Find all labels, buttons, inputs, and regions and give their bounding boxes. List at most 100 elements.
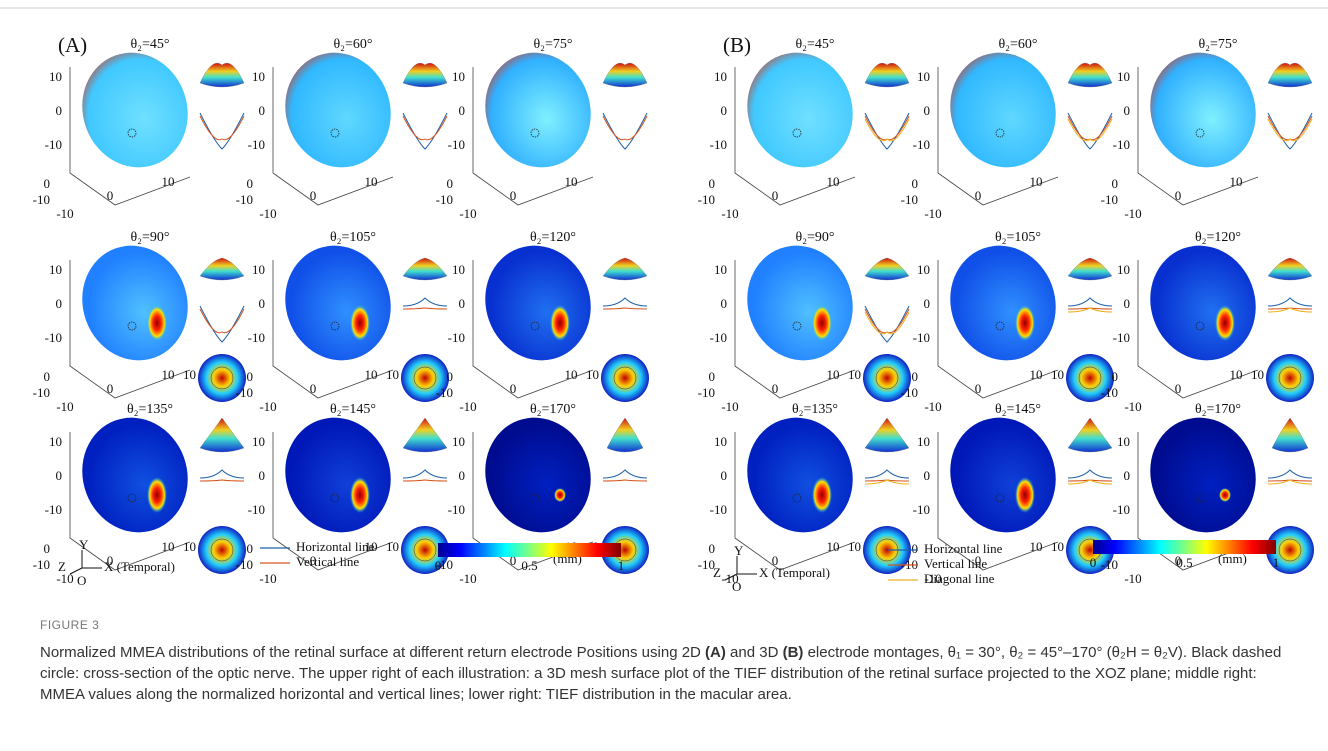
tick-label: 0 (1112, 369, 1119, 384)
retina-surface (1134, 403, 1271, 548)
tick-label: -10 (33, 557, 50, 572)
mesh-surface (1068, 418, 1112, 452)
tick-label: -10 (901, 385, 918, 400)
tick-label: -10 (248, 330, 265, 345)
tick-label: 0 (247, 369, 254, 384)
subplot-title: θ₂=145° (995, 402, 1041, 417)
tick-label: 0 (259, 103, 266, 118)
profile-line (603, 480, 647, 481)
orientation-label: O (77, 573, 86, 588)
tick-label: 0 (310, 381, 317, 396)
mesh-surface (1268, 258, 1312, 280)
tick-label: 10 (565, 367, 578, 382)
caption-segment: and 3D (726, 644, 783, 661)
profile-line (1068, 298, 1112, 306)
orientation-label: Y (79, 537, 89, 552)
tick-label: 0 (56, 296, 63, 311)
profile-line (200, 306, 244, 342)
tick-label: 0 (310, 188, 317, 203)
profile-line (1268, 116, 1312, 140)
orientation-label: Y (734, 543, 744, 558)
tick-label: 0 (107, 381, 114, 396)
tick-label: -10 (248, 502, 265, 517)
tick-label: -10 (913, 330, 930, 345)
tick-label: 10 (1230, 174, 1243, 189)
tick-label: 0 (510, 188, 517, 203)
caption-segment: Normalized MMEA distributions of the ret… (40, 644, 705, 661)
tick-label: 0 (107, 188, 114, 203)
tick-label: 10 (586, 367, 599, 382)
hotspot (550, 305, 570, 341)
colorbar-tick: 0 (435, 558, 442, 573)
tick-label: -10 (1101, 385, 1118, 400)
mesh-surface (200, 63, 244, 87)
retina-surface (934, 38, 1071, 183)
profile-line (603, 298, 647, 306)
retina-surface (66, 38, 203, 183)
tick-label: -10 (721, 206, 738, 221)
subplot-title: θ₂=170° (530, 402, 576, 417)
subplot: θ₂=60°100-100-10-10010 (236, 37, 447, 221)
tick-label: 0 (924, 296, 931, 311)
tick-label: 0 (721, 296, 728, 311)
tick-label: -10 (236, 557, 253, 572)
tick-label: 10 (565, 174, 578, 189)
subplot-title: θ₂=145° (330, 402, 376, 417)
tick-label: 10 (917, 434, 930, 449)
hotspot (350, 305, 370, 341)
tick-label: -10 (236, 192, 253, 207)
mesh-surface (403, 63, 447, 87)
profile-line (403, 480, 447, 481)
subplot-title: θ₂=60° (998, 37, 1037, 52)
axis-glyph (70, 550, 102, 574)
retina-surface (269, 403, 406, 548)
profile-line (1268, 119, 1312, 141)
tick-label: 0 (247, 541, 254, 556)
caption-text: Normalized MMEA distributions of the ret… (40, 642, 1290, 705)
tick-label: -10 (33, 192, 50, 207)
tick-label: -10 (924, 399, 941, 414)
tick-label: 10 (1251, 367, 1264, 382)
tick-label: -10 (1101, 557, 1118, 572)
tick-label: -10 (259, 399, 276, 414)
colorbar (1093, 540, 1276, 554)
tick-label: -10 (924, 206, 941, 221)
colorbar-tick: 0.5 (1176, 555, 1192, 570)
legend-label: Diagonal line (924, 571, 995, 586)
tick-label: -10 (448, 502, 465, 517)
subplot-title: θ₂=120° (1195, 230, 1241, 245)
tick-label: 10 (365, 174, 378, 189)
tick-label: 0 (709, 176, 716, 191)
colorbar-tick: 1 (1273, 555, 1280, 570)
macula-map (601, 354, 649, 402)
subplot-title: θ₂=135° (792, 402, 838, 417)
tick-label: 0 (459, 468, 466, 483)
mesh-surface (1268, 63, 1312, 87)
tick-label: -10 (710, 502, 727, 517)
orientation-label: X (Temporal) (104, 559, 175, 574)
tick-label: -10 (698, 385, 715, 400)
tick-label: 0 (510, 381, 517, 396)
subplot: θ₂=75°100-100-10-10010 (1101, 37, 1312, 221)
hotspot (147, 305, 167, 341)
subplot-title: θ₂=45° (130, 37, 169, 52)
subplot-title: θ₂=60° (333, 37, 372, 52)
subplot-title: θ₂=120° (530, 230, 576, 245)
colorbar-tick: 1 (618, 558, 625, 573)
tick-label: 0 (44, 369, 51, 384)
tick-label: 10 (452, 69, 465, 84)
orientation-label: O (732, 579, 741, 594)
tick-label: 0 (247, 176, 254, 191)
mesh-surface (865, 258, 909, 280)
tick-label: 0 (259, 296, 266, 311)
retina-surface (934, 231, 1071, 376)
hotspot (1015, 477, 1035, 513)
panel-label: (B) (723, 33, 751, 57)
tick-label: 10 (827, 174, 840, 189)
tick-label: 10 (386, 367, 399, 382)
colorbar-tick: 0 (1090, 555, 1097, 570)
mesh-surface (603, 63, 647, 87)
tick-label: 10 (1030, 174, 1043, 189)
tick-label: 10 (365, 367, 378, 382)
